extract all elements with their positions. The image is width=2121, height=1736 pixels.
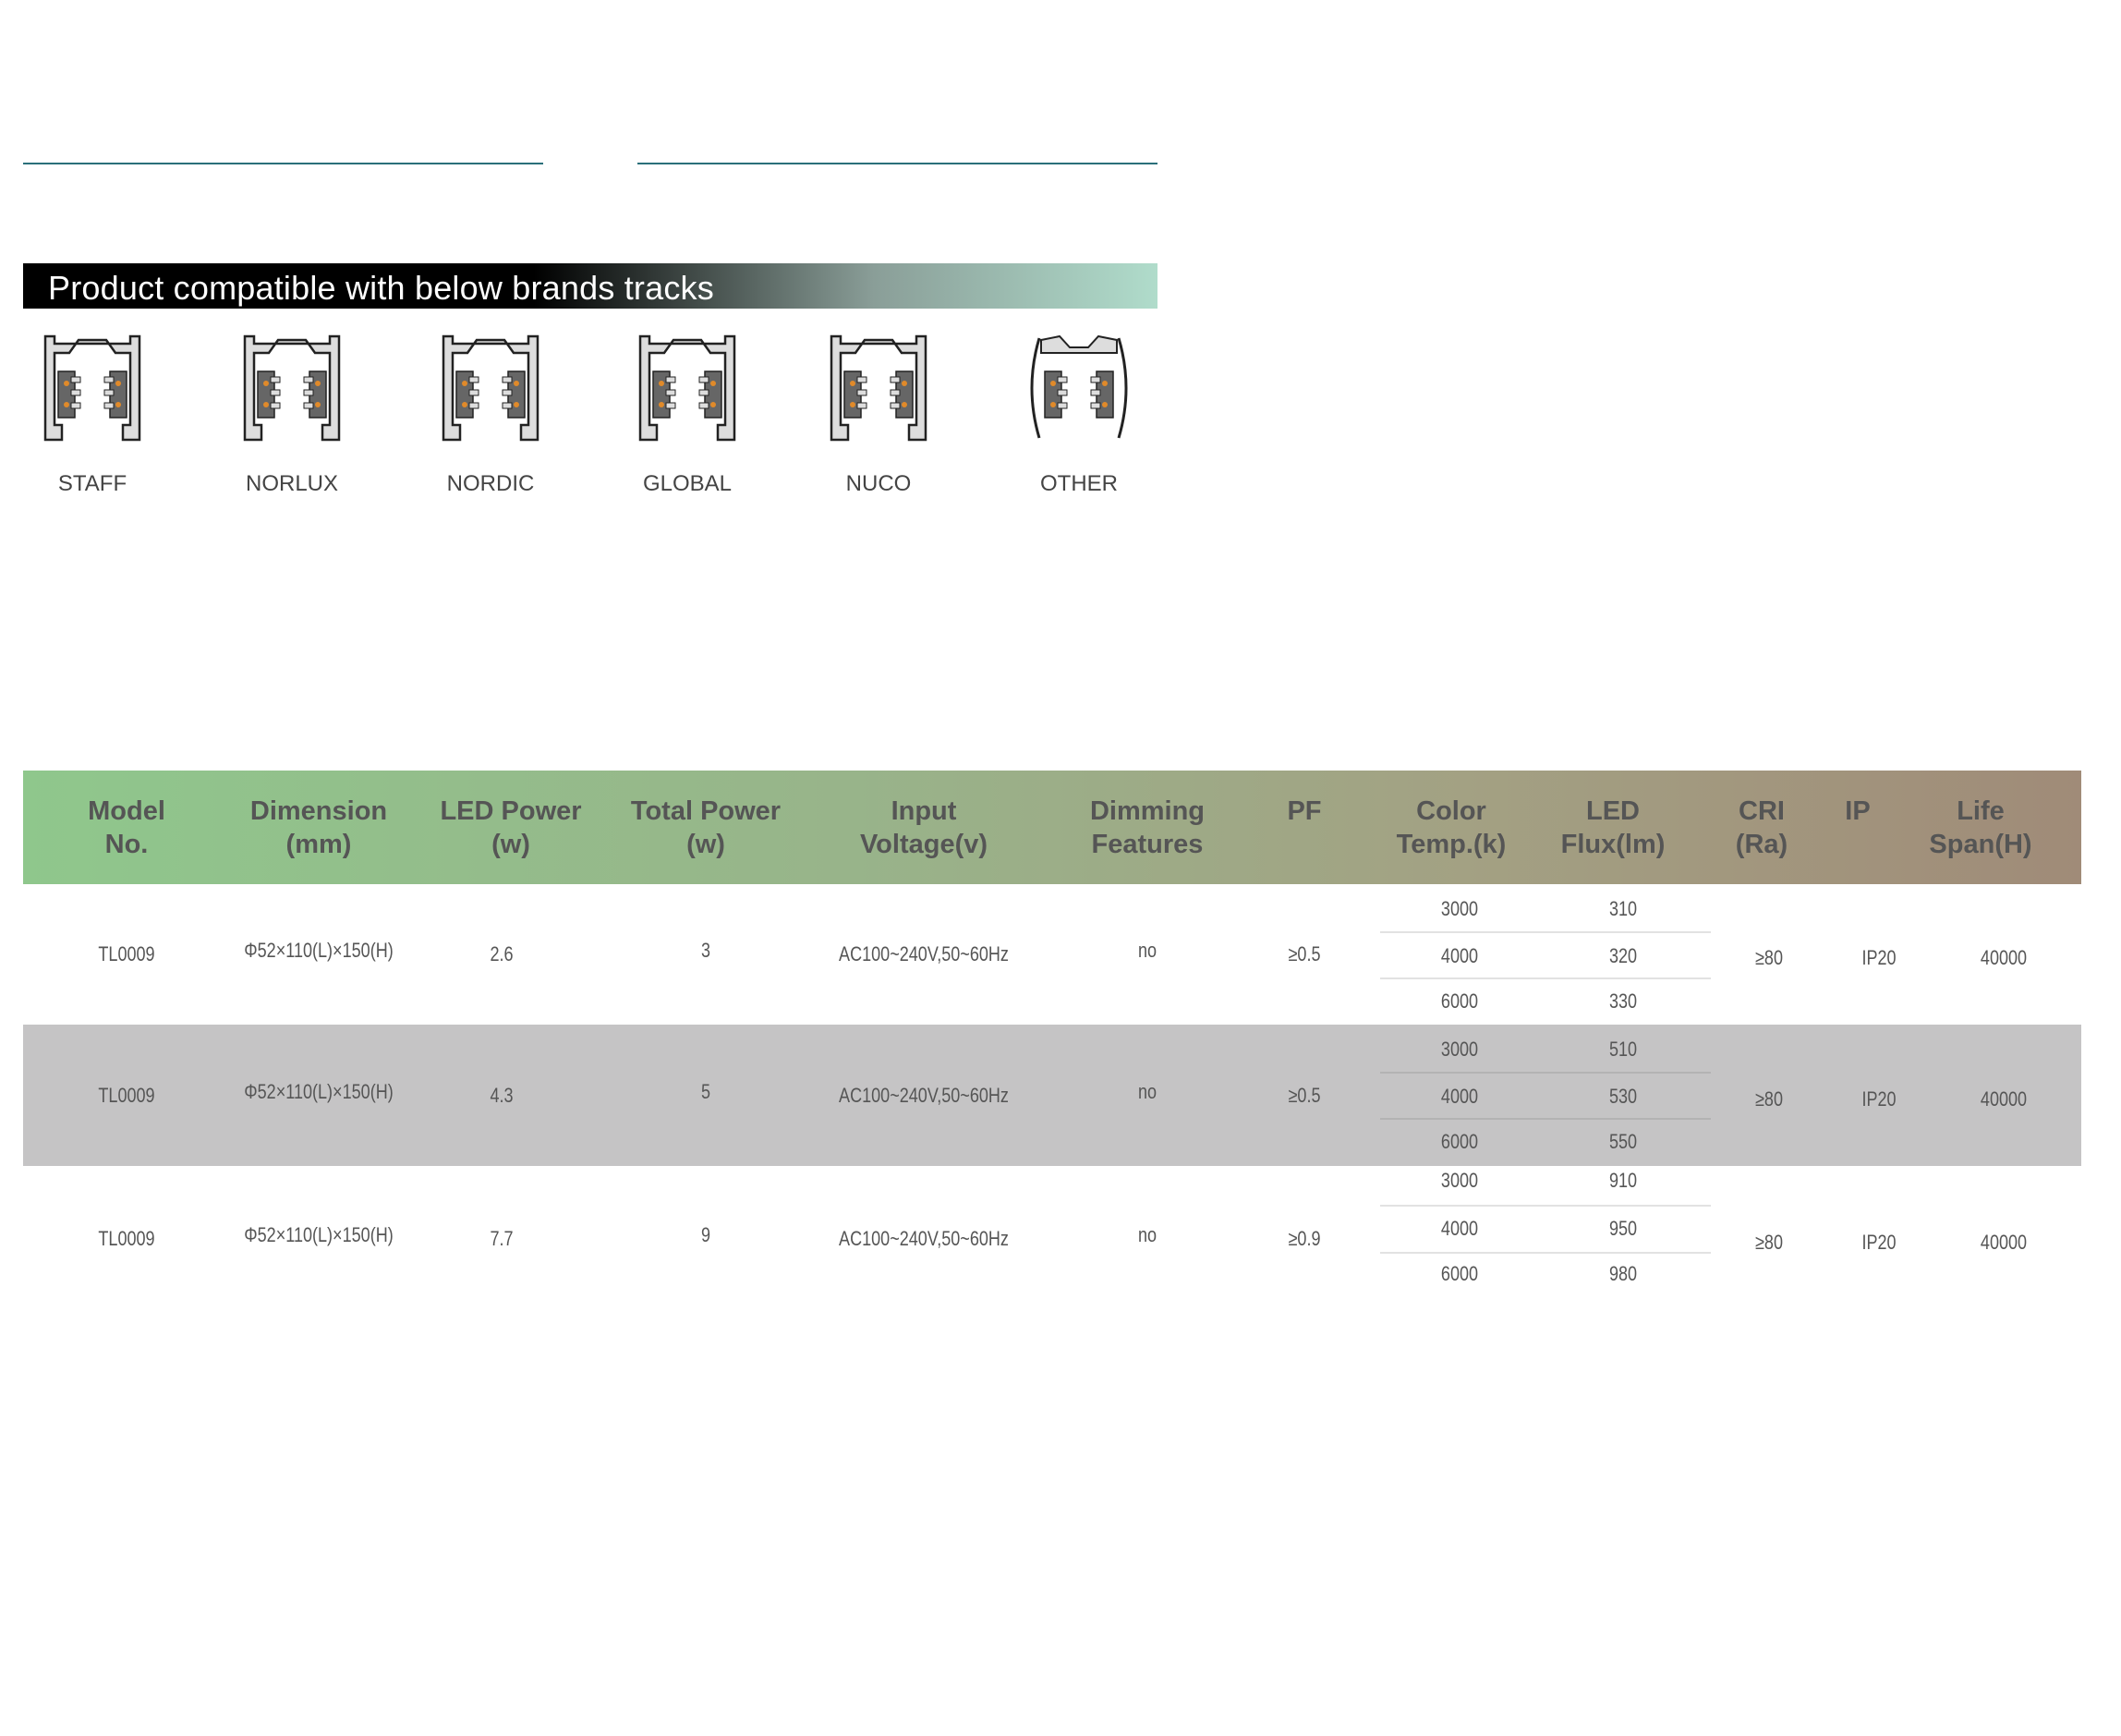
table-row: TL0009 Φ52×110(L)×150(H) 7.7 9 AC100~240V,50… [23, 1166, 2081, 1297]
cell-color-temp: 6000 [1440, 989, 1479, 1013]
column-header: Input Voltage(v) [859, 796, 988, 859]
column-header: PF [1287, 796, 1322, 826]
cell-color-temp: 3000 [1440, 1038, 1479, 1061]
global-track-profile-icon [638, 334, 736, 442]
cell-total-power: 9 [700, 1223, 711, 1246]
sub-row-divider [1380, 931, 1711, 933]
cell-led-flux: 550 [1608, 1130, 1638, 1153]
cell-led-flux: 330 [1608, 989, 1638, 1013]
table-row: TL0009 Φ52×110(L)×150(H) 4.3 5 AC100~240V,50… [23, 1025, 2081, 1166]
norlux-track-profile-icon [243, 334, 341, 442]
brand-label: NORLUX [245, 471, 339, 496]
cell-voltage: AC100~240V,50~60Hz [839, 942, 1009, 965]
banner-title: Product compatible with below brands tra… [48, 269, 714, 307]
cell-color-temp: 6000 [1440, 1130, 1479, 1153]
cell-pf: ≥0.9 [1288, 1227, 1321, 1250]
cell-model: TL0009 [98, 1227, 155, 1250]
divider-left [23, 163, 543, 164]
table-row: TL0009 Φ52×110(L)×150(H) 2.6 3 AC100~240V,50… [23, 884, 2081, 1025]
cell-led-power: 4.3 [490, 1083, 514, 1107]
cell-dimming: no [1137, 1223, 1157, 1246]
brand-label: STAFF [57, 471, 127, 496]
column-header: LED Flux(lm) [1560, 796, 1666, 859]
cell-model: TL0009 [98, 942, 155, 965]
cell-life: 40000 [1980, 946, 2028, 969]
sub-row-divider [1380, 1252, 1711, 1254]
cell-color-temp: 4000 [1440, 1085, 1479, 1108]
cell-led-flux: 510 [1608, 1038, 1638, 1061]
cell-color-temp: 4000 [1440, 944, 1479, 967]
brand-item: NORLUX [223, 333, 361, 497]
cell-total-power: 3 [700, 939, 711, 962]
brand-item: OTHER [1010, 333, 1148, 497]
cell-life: 40000 [1980, 1087, 2028, 1111]
cell-pf: ≥0.5 [1288, 1083, 1321, 1107]
column-header: Dimming Features [1089, 796, 1206, 859]
cell-led-power: 2.6 [490, 942, 514, 965]
cell-color-temp: 3000 [1440, 897, 1479, 920]
column-header: LED Power (w) [440, 796, 582, 859]
table-header: Model No. Dimension (mm) LED Power (w) Total P… [23, 771, 2081, 884]
brand-item: GLOBAL [618, 333, 757, 497]
column-header: Total Power (w) [630, 796, 782, 859]
cell-color-temp: 6000 [1440, 1262, 1479, 1285]
compatibility-banner: Product compatible with below brands tra… [23, 263, 1157, 309]
cell-model: TL0009 [98, 1083, 155, 1107]
cell-dimension: Φ52×110(L)×150(H) [244, 1223, 394, 1246]
cell-pf: ≥0.5 [1288, 942, 1321, 965]
cell-ip: IP20 [1861, 1231, 1897, 1254]
column-header: Dimension (mm) [249, 796, 388, 859]
cell-led-flux: 310 [1608, 897, 1638, 920]
cell-total-power: 5 [700, 1079, 711, 1103]
cell-life: 40000 [1980, 1231, 2028, 1254]
cell-voltage: AC100~240V,50~60Hz [839, 1083, 1009, 1107]
cell-ip: IP20 [1861, 946, 1897, 969]
cell-dimension: Φ52×110(L)×150(H) [244, 1079, 394, 1103]
cell-led-flux: 910 [1608, 1169, 1638, 1192]
cell-color-temp: 4000 [1440, 1217, 1479, 1240]
brand-label: NORDIC [446, 471, 535, 496]
cell-dimension: Φ52×110(L)×150(H) [244, 939, 394, 962]
column-header: CRI (Ra) [1735, 796, 1788, 859]
cell-voltage: AC100~240V,50~60Hz [839, 1227, 1009, 1250]
cell-led-flux: 980 [1608, 1262, 1638, 1285]
cell-led-power: 7.7 [490, 1227, 514, 1250]
brand-label: NUCO [845, 471, 912, 496]
staff-track-profile-icon [43, 334, 141, 442]
brand-item: STAFF [23, 333, 162, 497]
column-header: Model No. [88, 796, 165, 859]
other-track-profile-icon [1030, 334, 1128, 439]
sub-row-divider [1380, 1205, 1711, 1207]
sub-row-divider [1380, 977, 1711, 979]
cell-color-temp: 3000 [1440, 1169, 1479, 1192]
cell-ip: IP20 [1861, 1087, 1897, 1111]
brand-label: GLOBAL [642, 471, 733, 496]
cell-led-flux: 320 [1608, 944, 1638, 967]
column-header: Color Temp.(k) [1396, 796, 1507, 859]
cell-cri: ≥80 [1755, 1231, 1783, 1254]
cell-cri: ≥80 [1755, 946, 1783, 969]
column-header: Life Span(H) [1929, 796, 2032, 859]
divider-right [637, 163, 1157, 164]
column-header: IP [1845, 796, 1871, 826]
sub-row-divider [1380, 1072, 1711, 1074]
brand-item: NUCO [809, 333, 948, 497]
cell-dimming: no [1137, 939, 1157, 962]
cell-led-flux: 530 [1608, 1085, 1638, 1108]
cell-dimming: no [1137, 1079, 1157, 1103]
brand-item: NORDIC [421, 333, 560, 497]
cell-cri: ≥80 [1755, 1087, 1783, 1111]
cell-led-flux: 950 [1608, 1217, 1638, 1240]
nuco-track-profile-icon [830, 334, 927, 442]
nordic-track-profile-icon [442, 334, 539, 442]
sub-row-divider [1380, 1118, 1711, 1120]
brand-label: OTHER [1040, 471, 1118, 496]
